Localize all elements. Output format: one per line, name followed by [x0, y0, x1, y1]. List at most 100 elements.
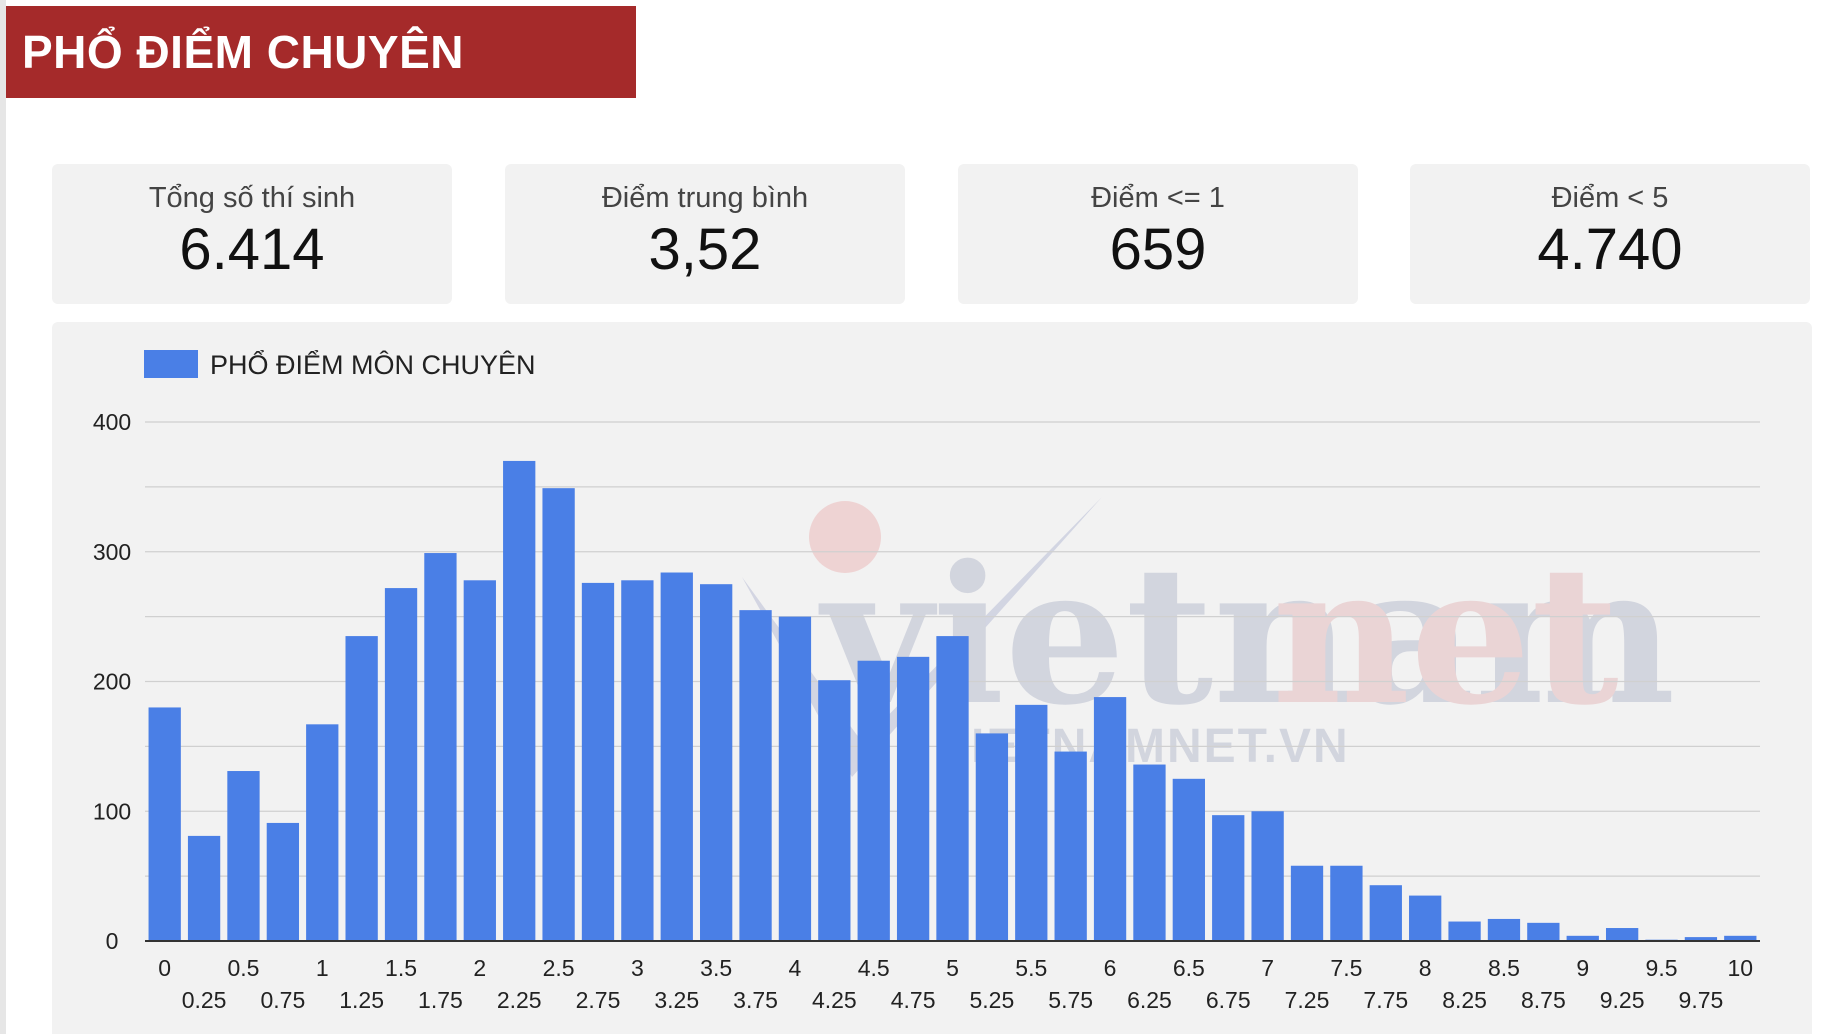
bar-6.5	[1172, 778, 1205, 941]
bar-1.25	[345, 636, 378, 941]
bar-3.25	[660, 572, 693, 941]
legend-swatch	[144, 350, 198, 378]
bar-6.75	[1212, 815, 1245, 941]
x-tick-label: 1.5	[385, 955, 417, 981]
x-tick-label: 3.75	[733, 987, 778, 1013]
bar-2.5	[542, 488, 575, 941]
bar-8.5	[1487, 918, 1521, 941]
x-tick-label: 9.5	[1646, 955, 1678, 981]
bar-6.25	[1133, 764, 1166, 941]
bar-8.25	[1448, 921, 1481, 941]
stat-label: Điểm <= 1	[1091, 182, 1225, 214]
x-tick-label: 9.75	[1679, 987, 1724, 1013]
x-tick-label: 2.5	[543, 955, 575, 981]
bar-5	[936, 636, 969, 941]
bar-9	[1566, 935, 1599, 941]
bar-0.75	[266, 822, 300, 941]
x-tick-label: 3.5	[700, 955, 732, 981]
x-tick-label: 1.75	[418, 987, 463, 1013]
x-tick-label: 9.25	[1600, 987, 1645, 1013]
legend-label: PHỔ ĐIỂM MÔN CHUYÊN	[210, 349, 536, 380]
stat-card-average: Điểm trung bình 3,52	[505, 164, 905, 304]
x-tick-label: 6.5	[1173, 955, 1205, 981]
bar-3	[621, 580, 654, 941]
bar-0.5	[227, 771, 260, 941]
stat-label: Điểm trung bình	[601, 182, 809, 214]
bar-3.75	[739, 610, 772, 941]
watermark-dot	[809, 501, 881, 573]
bar-5.5	[1015, 704, 1048, 941]
x-tick-label: 4.75	[891, 987, 936, 1013]
x-tick-label: 1.25	[339, 987, 384, 1013]
bar-9.25	[1605, 928, 1639, 941]
chart-panel: vietnam net VIETNAMNET.VN 0 100 200 300 400 …	[52, 322, 1812, 1034]
x-tick-label: 7.75	[1363, 987, 1408, 1013]
x-tick-label: 0	[158, 955, 171, 981]
x-tick-label: 1	[316, 955, 329, 981]
bar-1.75	[424, 553, 457, 941]
bar-0	[148, 707, 181, 941]
x-tick-label: 2.25	[497, 987, 542, 1013]
bar-7.75	[1369, 885, 1402, 941]
x-tick-label: 8	[1419, 955, 1432, 981]
bar-2	[463, 580, 496, 941]
y-tick-label: 200	[93, 669, 131, 695]
bar-1	[306, 724, 339, 941]
bar-0.25	[187, 835, 221, 941]
x-tick-label: 6.25	[1127, 987, 1172, 1013]
page-title: PHỔ ĐIỂM CHUYÊN	[6, 6, 636, 98]
bar-4	[778, 616, 812, 941]
bar-3.5	[700, 584, 733, 941]
x-tick-label: 0.25	[182, 987, 227, 1013]
watermark-logo: vietnam net VIETNAMNET.VN	[742, 497, 1676, 777]
stat-card-total: Tổng số thí sinh 6.414	[52, 164, 452, 304]
x-tick-label: 9	[1576, 955, 1589, 981]
stat-value: 4.740	[1537, 217, 1683, 282]
x-tick-label: 2	[473, 955, 486, 981]
bar-4.25	[818, 680, 851, 941]
x-tick-label: 8.25	[1442, 987, 1487, 1013]
x-tick-label: 5.75	[1048, 987, 1093, 1013]
stat-value: 6.414	[179, 217, 325, 282]
histogram-chart: vietnam net VIETNAMNET.VN 0100200300400 …	[93, 349, 1760, 1013]
bar-4.5	[857, 660, 890, 941]
bar-2.25	[503, 460, 536, 941]
stats-row: Tổng số thí sinh 6.414 Điểm trung bình 3…	[52, 164, 1812, 304]
bar-6	[1093, 697, 1127, 941]
bar-1.5	[384, 588, 418, 941]
bar-8	[1409, 895, 1442, 941]
x-tick-label: 7.5	[1330, 955, 1362, 981]
bar-8.75	[1527, 922, 1560, 941]
x-tick-label: 5	[946, 955, 959, 981]
x-axis-ticks: 0 0.250.50.75 1 1.251.51.75 2 2.252.52.75 3 3.2…	[158, 955, 1753, 1013]
bar-5.25	[975, 733, 1009, 941]
bar-9.75	[1684, 937, 1718, 941]
x-tick-label: 5.5	[1015, 955, 1047, 981]
stat-value: 3,52	[648, 217, 762, 282]
bar-2.75	[581, 582, 615, 941]
chart-bars	[148, 460, 1757, 941]
x-tick-label: 6.75	[1206, 987, 1251, 1013]
y-tick-label: 0	[106, 928, 119, 954]
bar-4.75	[896, 656, 930, 941]
bar-7.25	[1290, 865, 1324, 941]
stat-label: Điểm < 5	[1551, 182, 1669, 214]
x-tick-label: 8.75	[1521, 987, 1566, 1013]
y-tick-label: 400	[93, 409, 131, 435]
bar-7	[1251, 811, 1284, 941]
chart-legend: PHỔ ĐIỂM MÔN CHUYÊN	[144, 349, 536, 380]
x-tick-label: 0.75	[260, 987, 305, 1013]
x-tick-label: 3	[631, 955, 644, 981]
watermark-brand-text-net: net	[1272, 524, 1619, 747]
x-tick-label: 7.25	[1285, 987, 1330, 1013]
stat-value: 659	[1109, 217, 1207, 282]
y-tick-label: 300	[93, 539, 131, 565]
page-left-edge	[0, 0, 6, 1034]
x-tick-label: 3.25	[654, 987, 699, 1013]
x-tick-label: 5.25	[970, 987, 1015, 1013]
x-tick-label: 8.5	[1488, 955, 1520, 981]
stat-label: Tổng số thí sinh	[148, 182, 356, 214]
x-tick-label: 7	[1261, 955, 1274, 981]
bar-5.75	[1054, 751, 1087, 941]
x-tick-label: 0.5	[227, 955, 259, 981]
